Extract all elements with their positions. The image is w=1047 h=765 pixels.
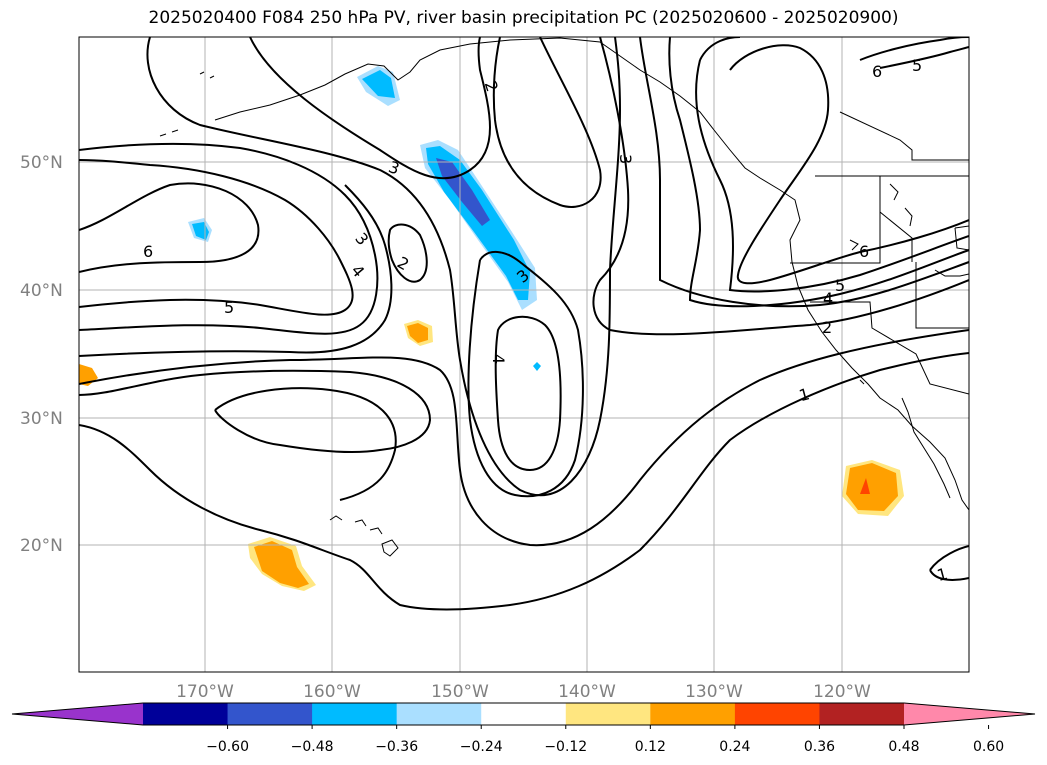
lon-label: 160°W <box>303 682 361 702</box>
colorbar-extension-min <box>12 703 143 725</box>
contour-2-north-east <box>492 37 602 208</box>
colorbar-tick-label: −0.36 <box>375 739 418 755</box>
contour-label: 1 <box>797 384 812 405</box>
colorbar-segment <box>312 703 398 725</box>
lon-label: 120°W <box>813 682 871 702</box>
colorbar-segment <box>565 703 651 725</box>
colorbar-outline <box>11 702 1036 726</box>
colorbar-segment <box>143 703 229 725</box>
colorbar-tick-label: 0.24 <box>719 739 750 755</box>
colorbar-tick-label: −0.60 <box>206 739 249 755</box>
colorbar-tick-label: −0.24 <box>460 739 503 755</box>
colorbar-segment <box>396 703 482 725</box>
coastlines <box>214 37 969 511</box>
negative-anomaly-dot <box>533 362 541 371</box>
contour-label: 6 <box>872 62 882 81</box>
contour-3-north <box>146 37 622 497</box>
map-title: 2025020400 F084 250 hPa PV, river basin … <box>148 8 899 28</box>
precipitation-shading <box>79 66 904 591</box>
lat-label: 50°N <box>20 153 63 173</box>
contour-label: 4 <box>823 289 833 308</box>
colorbar-segment <box>650 703 736 725</box>
colorbar-tick-label: 0.12 <box>635 739 666 755</box>
map-frame <box>78 36 970 673</box>
colorbar-segment <box>734 703 820 725</box>
contour-4-east <box>668 37 969 308</box>
colorbar-tick-label: 0.60 <box>973 739 1004 755</box>
contour-6-west-ring <box>79 182 260 273</box>
contour-label: 6 <box>859 242 869 261</box>
contour-1-main <box>79 352 969 611</box>
contour-1-loop <box>214 387 397 501</box>
colorbar-extension-max <box>904 703 1035 725</box>
lon-label: 140°W <box>558 682 616 702</box>
contour-6-east <box>729 44 969 285</box>
lat-label: 40°N <box>20 281 63 301</box>
contour-label: 2 <box>822 318 832 337</box>
colorbar-segment <box>227 703 313 725</box>
islands <box>159 71 865 557</box>
contour-label: 1 <box>935 564 950 585</box>
colorbar-tick-label: −0.48 <box>291 739 334 755</box>
contour-2-loop <box>387 223 428 283</box>
longitude-labels: 170°W 160°W 150°W 140°W 130°W 120°W <box>176 682 871 702</box>
contour-5-northeast <box>879 46 969 69</box>
colorbar-tick-label: 0.48 <box>888 739 919 755</box>
lon-label: 130°W <box>685 682 743 702</box>
lon-label: 150°W <box>431 682 489 702</box>
colorbar-segment <box>819 703 905 725</box>
colorbar-tick-label: 0.36 <box>804 739 835 755</box>
contour-4-west <box>79 142 379 335</box>
contour-3-west <box>79 184 393 357</box>
latitude-labels: 50°N 40°N 30°N 20°N <box>20 153 63 556</box>
contour-3-center <box>467 251 584 498</box>
contour-label: 5 <box>224 298 234 317</box>
contour-label: 5 <box>912 56 922 75</box>
contour-5-west <box>79 159 354 316</box>
map-panel: 2 3 6 5 3 2 6 5 4 3 4 3 6 5 4 2 1 1 <box>79 37 969 672</box>
lat-label: 30°N <box>20 409 63 429</box>
colorbar-segment <box>481 703 567 725</box>
contour-2-center <box>79 329 969 547</box>
contour-label: 5 <box>835 276 845 295</box>
contour-label: 3 <box>616 154 635 164</box>
contour-2-east <box>592 37 969 336</box>
contour-1-southeast <box>929 545 969 581</box>
contour-4-center <box>494 315 562 472</box>
colorbar: −0.60 −0.48 −0.36 −0.24 −0.12 0.12 0.24 0.36 0.4… <box>11 702 1036 755</box>
contour-label: 6 <box>143 242 153 261</box>
contour-label: 4 <box>489 354 508 364</box>
contour-3-east <box>639 37 969 308</box>
colorbar-tick-label: −0.12 <box>544 739 587 755</box>
contour-2-north <box>249 37 491 180</box>
lon-label: 170°W <box>176 682 234 702</box>
lat-label: 20°N <box>20 536 63 556</box>
